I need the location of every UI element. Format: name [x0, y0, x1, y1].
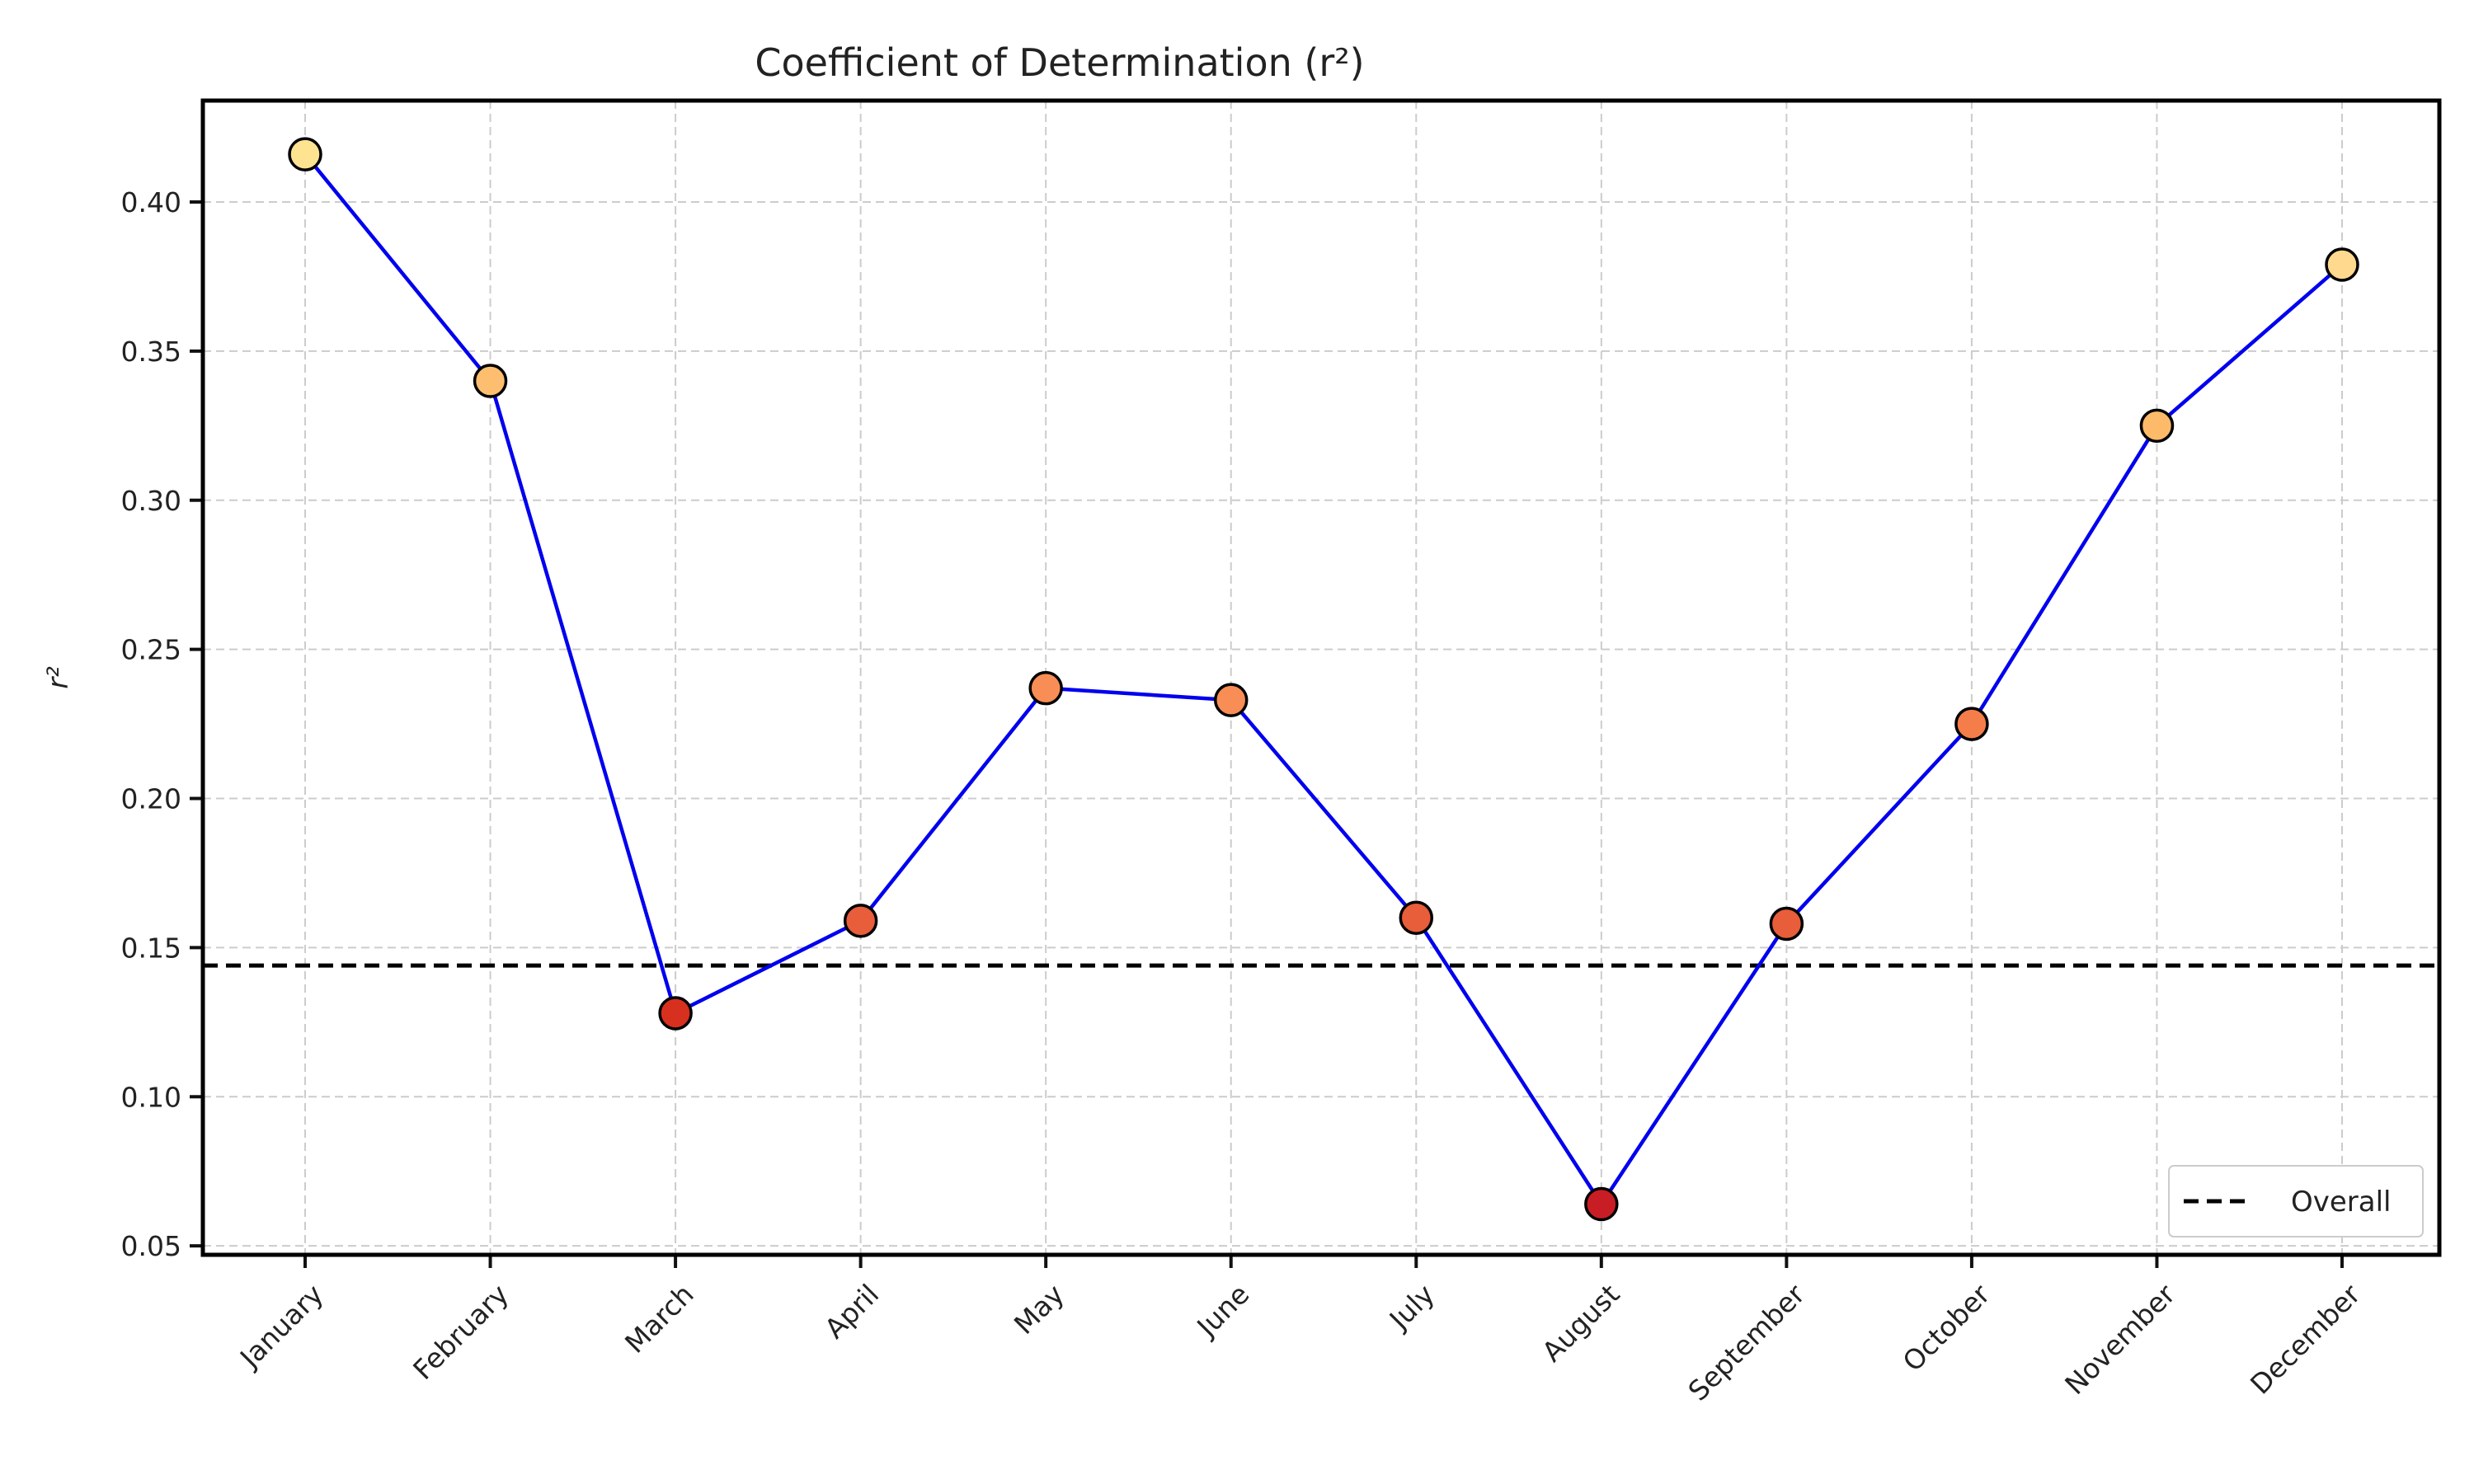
data-point-january	[288, 137, 322, 171]
axis-ticks: January February March April May June July Augu…	[121, 186, 2367, 1407]
data-point-july	[1399, 900, 1434, 935]
series-line	[303, 153, 2344, 1206]
legend-label-overall: Overall	[2291, 1186, 2392, 1219]
y-tick-label: 0.30	[121, 485, 181, 517]
data-point-november	[2139, 408, 2175, 444]
y-tick-label: 0.10	[121, 1081, 181, 1113]
x-tick-label: September	[1681, 1278, 1811, 1407]
grid	[203, 101, 2439, 1255]
y-tick-label: 0.25	[121, 634, 181, 666]
x-tick-label: February	[407, 1278, 515, 1386]
data-point-august	[1584, 1186, 1619, 1222]
x-tick-label: December	[2244, 1278, 2367, 1401]
legend-box	[2168, 1165, 2424, 1237]
data-point-september	[1769, 906, 1804, 942]
x-tick-label: July	[1382, 1278, 1441, 1336]
series	[288, 137, 2359, 1222]
x-tick-label: October	[1897, 1278, 1997, 1378]
x-tick-label: March	[618, 1278, 700, 1360]
y-axis-label: r²	[42, 666, 75, 689]
x-tick-label: May	[1008, 1278, 1070, 1341]
y-tick-label: 0.20	[121, 783, 181, 815]
data-point-december	[2325, 247, 2359, 282]
data-point-february	[473, 364, 508, 398]
data-point-march	[658, 996, 693, 1031]
data-point-october	[1954, 707, 1989, 741]
x-tick-label: August	[1536, 1278, 1625, 1368]
y-tick-label: 0.40	[121, 186, 181, 218]
y-tick-label: 0.05	[121, 1230, 181, 1262]
x-tick-label: January	[233, 1278, 329, 1374]
data-point-april	[843, 904, 878, 938]
legend: Overall	[2168, 1165, 2424, 1237]
x-tick-label: April	[818, 1278, 885, 1345]
y-tick-label: 0.15	[121, 932, 181, 964]
chart-title: Coefficient of Determination (r²)	[755, 40, 1364, 85]
plot-frame	[200, 98, 2442, 1257]
x-tick-label: June	[1190, 1278, 1256, 1344]
data-point-june	[1213, 683, 1249, 717]
data-point-may	[1028, 670, 1063, 706]
y-tick-label: 0.35	[121, 336, 181, 368]
x-tick-label: November	[2058, 1278, 2181, 1401]
